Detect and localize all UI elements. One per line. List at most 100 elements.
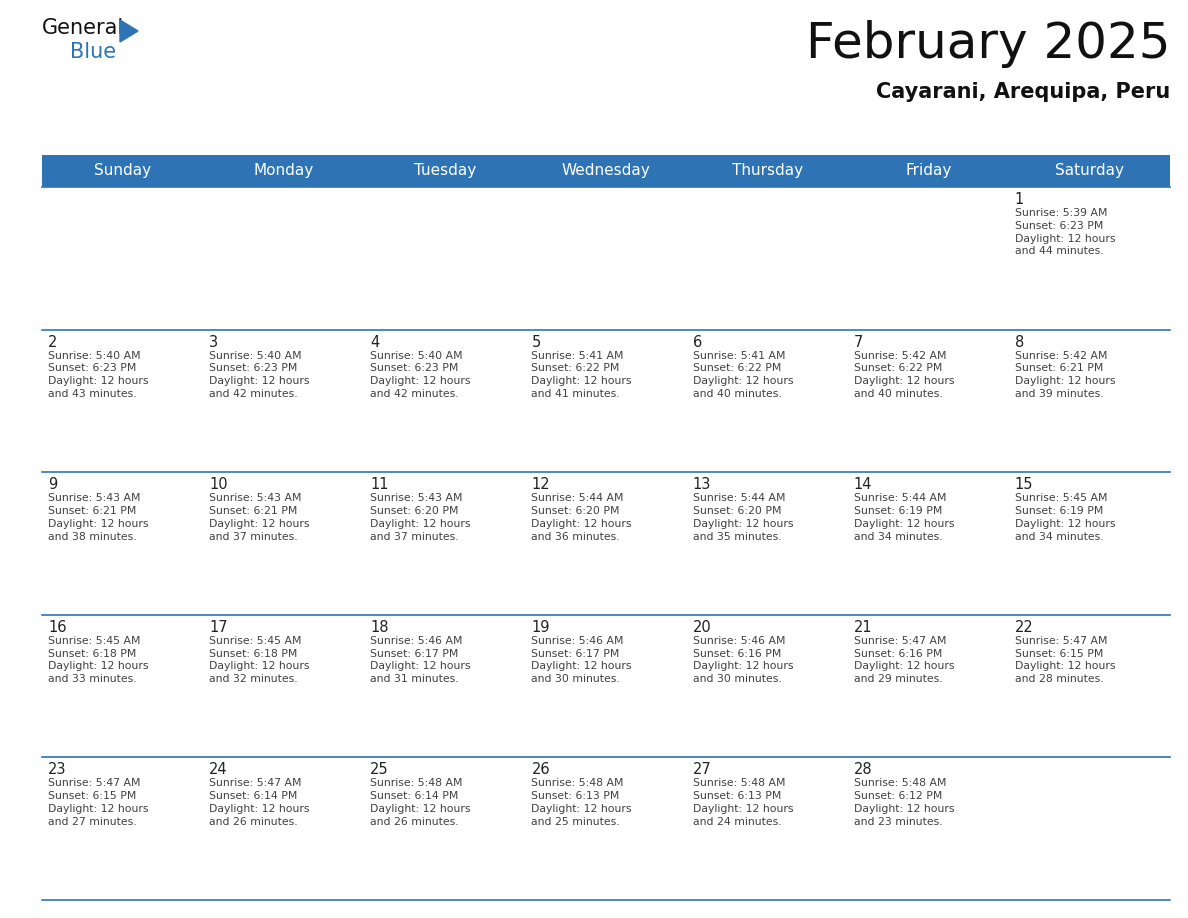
Bar bbox=[525, 615, 687, 757]
Bar bbox=[525, 757, 687, 900]
Text: 25: 25 bbox=[371, 763, 388, 778]
Text: Sunrise: 5:45 AM
Sunset: 6:19 PM
Daylight: 12 hours
and 34 minutes.: Sunrise: 5:45 AM Sunset: 6:19 PM Dayligh… bbox=[1015, 493, 1116, 542]
Text: Sunrise: 5:43 AM
Sunset: 6:21 PM
Daylight: 12 hours
and 38 minutes.: Sunrise: 5:43 AM Sunset: 6:21 PM Dayligh… bbox=[48, 493, 148, 542]
Text: 16: 16 bbox=[48, 620, 67, 635]
Text: Sunrise: 5:46 AM
Sunset: 6:17 PM
Daylight: 12 hours
and 31 minutes.: Sunrise: 5:46 AM Sunset: 6:17 PM Dayligh… bbox=[371, 636, 470, 684]
Text: Sunrise: 5:42 AM
Sunset: 6:21 PM
Daylight: 12 hours
and 39 minutes.: Sunrise: 5:42 AM Sunset: 6:21 PM Dayligh… bbox=[1015, 351, 1116, 399]
Text: Blue: Blue bbox=[70, 42, 116, 62]
Text: Cayarani, Arequipa, Peru: Cayarani, Arequipa, Peru bbox=[876, 82, 1170, 102]
Text: 20: 20 bbox=[693, 620, 712, 635]
Bar bbox=[848, 187, 1009, 330]
Text: 18: 18 bbox=[371, 620, 388, 635]
Bar bbox=[687, 472, 848, 615]
Text: 7: 7 bbox=[854, 334, 864, 350]
Polygon shape bbox=[120, 20, 138, 42]
Text: Sunday: Sunday bbox=[94, 163, 151, 178]
Text: Sunrise: 5:40 AM
Sunset: 6:23 PM
Daylight: 12 hours
and 43 minutes.: Sunrise: 5:40 AM Sunset: 6:23 PM Dayligh… bbox=[48, 351, 148, 399]
Bar bbox=[365, 472, 525, 615]
Bar bbox=[203, 615, 365, 757]
Text: February 2025: February 2025 bbox=[805, 20, 1170, 68]
Text: Sunrise: 5:45 AM
Sunset: 6:18 PM
Daylight: 12 hours
and 32 minutes.: Sunrise: 5:45 AM Sunset: 6:18 PM Dayligh… bbox=[209, 636, 310, 684]
Bar bbox=[687, 187, 848, 330]
Text: Sunrise: 5:46 AM
Sunset: 6:16 PM
Daylight: 12 hours
and 30 minutes.: Sunrise: 5:46 AM Sunset: 6:16 PM Dayligh… bbox=[693, 636, 794, 684]
Text: Sunrise: 5:41 AM
Sunset: 6:22 PM
Daylight: 12 hours
and 41 minutes.: Sunrise: 5:41 AM Sunset: 6:22 PM Dayligh… bbox=[531, 351, 632, 399]
Text: 8: 8 bbox=[1015, 334, 1024, 350]
Text: 22: 22 bbox=[1015, 620, 1034, 635]
Text: 15: 15 bbox=[1015, 477, 1034, 492]
Bar bbox=[42, 330, 203, 472]
Bar bbox=[42, 155, 1170, 187]
Text: Sunrise: 5:43 AM
Sunset: 6:20 PM
Daylight: 12 hours
and 37 minutes.: Sunrise: 5:43 AM Sunset: 6:20 PM Dayligh… bbox=[371, 493, 470, 542]
Text: Thursday: Thursday bbox=[732, 163, 803, 178]
Text: 1: 1 bbox=[1015, 192, 1024, 207]
Text: Sunrise: 5:44 AM
Sunset: 6:20 PM
Daylight: 12 hours
and 35 minutes.: Sunrise: 5:44 AM Sunset: 6:20 PM Dayligh… bbox=[693, 493, 794, 542]
Text: Sunrise: 5:47 AM
Sunset: 6:16 PM
Daylight: 12 hours
and 29 minutes.: Sunrise: 5:47 AM Sunset: 6:16 PM Dayligh… bbox=[854, 636, 954, 684]
Text: 9: 9 bbox=[48, 477, 57, 492]
Text: Sunrise: 5:42 AM
Sunset: 6:22 PM
Daylight: 12 hours
and 40 minutes.: Sunrise: 5:42 AM Sunset: 6:22 PM Dayligh… bbox=[854, 351, 954, 399]
Text: Saturday: Saturday bbox=[1055, 163, 1124, 178]
Bar bbox=[687, 757, 848, 900]
Text: General: General bbox=[42, 18, 125, 38]
Text: Sunrise: 5:48 AM
Sunset: 6:12 PM
Daylight: 12 hours
and 23 minutes.: Sunrise: 5:48 AM Sunset: 6:12 PM Dayligh… bbox=[854, 778, 954, 827]
Text: Sunrise: 5:41 AM
Sunset: 6:22 PM
Daylight: 12 hours
and 40 minutes.: Sunrise: 5:41 AM Sunset: 6:22 PM Dayligh… bbox=[693, 351, 794, 399]
Text: Sunrise: 5:48 AM
Sunset: 6:13 PM
Daylight: 12 hours
and 24 minutes.: Sunrise: 5:48 AM Sunset: 6:13 PM Dayligh… bbox=[693, 778, 794, 827]
Bar bbox=[848, 757, 1009, 900]
Bar bbox=[1009, 330, 1170, 472]
Text: Sunrise: 5:44 AM
Sunset: 6:19 PM
Daylight: 12 hours
and 34 minutes.: Sunrise: 5:44 AM Sunset: 6:19 PM Dayligh… bbox=[854, 493, 954, 542]
Text: 19: 19 bbox=[531, 620, 550, 635]
Bar bbox=[365, 757, 525, 900]
Text: Tuesday: Tuesday bbox=[413, 163, 476, 178]
Text: Sunrise: 5:47 AM
Sunset: 6:15 PM
Daylight: 12 hours
and 28 minutes.: Sunrise: 5:47 AM Sunset: 6:15 PM Dayligh… bbox=[1015, 636, 1116, 684]
Text: 14: 14 bbox=[854, 477, 872, 492]
Text: 4: 4 bbox=[371, 334, 379, 350]
Text: 5: 5 bbox=[531, 334, 541, 350]
Text: 12: 12 bbox=[531, 477, 550, 492]
Text: Sunrise: 5:48 AM
Sunset: 6:13 PM
Daylight: 12 hours
and 25 minutes.: Sunrise: 5:48 AM Sunset: 6:13 PM Dayligh… bbox=[531, 778, 632, 827]
Bar bbox=[42, 757, 203, 900]
Text: 17: 17 bbox=[209, 620, 228, 635]
Text: 3: 3 bbox=[209, 334, 219, 350]
Bar bbox=[365, 330, 525, 472]
Bar bbox=[848, 615, 1009, 757]
Bar bbox=[203, 187, 365, 330]
Bar bbox=[687, 615, 848, 757]
Text: 11: 11 bbox=[371, 477, 388, 492]
Bar bbox=[1009, 472, 1170, 615]
Bar bbox=[848, 472, 1009, 615]
Bar bbox=[203, 472, 365, 615]
Text: 6: 6 bbox=[693, 334, 702, 350]
Text: 24: 24 bbox=[209, 763, 228, 778]
Text: Sunrise: 5:39 AM
Sunset: 6:23 PM
Daylight: 12 hours
and 44 minutes.: Sunrise: 5:39 AM Sunset: 6:23 PM Dayligh… bbox=[1015, 208, 1116, 256]
Text: 26: 26 bbox=[531, 763, 550, 778]
Bar bbox=[525, 472, 687, 615]
Text: Sunrise: 5:45 AM
Sunset: 6:18 PM
Daylight: 12 hours
and 33 minutes.: Sunrise: 5:45 AM Sunset: 6:18 PM Dayligh… bbox=[48, 636, 148, 684]
Bar bbox=[365, 615, 525, 757]
Text: Sunrise: 5:40 AM
Sunset: 6:23 PM
Daylight: 12 hours
and 42 minutes.: Sunrise: 5:40 AM Sunset: 6:23 PM Dayligh… bbox=[209, 351, 310, 399]
Text: 10: 10 bbox=[209, 477, 228, 492]
Text: 23: 23 bbox=[48, 763, 67, 778]
Bar bbox=[1009, 615, 1170, 757]
Text: 27: 27 bbox=[693, 763, 712, 778]
Bar bbox=[42, 472, 203, 615]
Text: Sunrise: 5:47 AM
Sunset: 6:14 PM
Daylight: 12 hours
and 26 minutes.: Sunrise: 5:47 AM Sunset: 6:14 PM Dayligh… bbox=[209, 778, 310, 827]
Text: Sunrise: 5:43 AM
Sunset: 6:21 PM
Daylight: 12 hours
and 37 minutes.: Sunrise: 5:43 AM Sunset: 6:21 PM Dayligh… bbox=[209, 493, 310, 542]
Text: 13: 13 bbox=[693, 477, 710, 492]
Bar bbox=[203, 757, 365, 900]
Bar bbox=[525, 187, 687, 330]
Text: Monday: Monday bbox=[253, 163, 314, 178]
Bar bbox=[365, 187, 525, 330]
Bar bbox=[1009, 757, 1170, 900]
Text: Sunrise: 5:48 AM
Sunset: 6:14 PM
Daylight: 12 hours
and 26 minutes.: Sunrise: 5:48 AM Sunset: 6:14 PM Dayligh… bbox=[371, 778, 470, 827]
Bar bbox=[687, 330, 848, 472]
Text: 28: 28 bbox=[854, 763, 872, 778]
Bar bbox=[525, 330, 687, 472]
Text: 21: 21 bbox=[854, 620, 872, 635]
Text: Sunrise: 5:40 AM
Sunset: 6:23 PM
Daylight: 12 hours
and 42 minutes.: Sunrise: 5:40 AM Sunset: 6:23 PM Dayligh… bbox=[371, 351, 470, 399]
Bar bbox=[848, 330, 1009, 472]
Text: 2: 2 bbox=[48, 334, 57, 350]
Bar bbox=[1009, 187, 1170, 330]
Text: Friday: Friday bbox=[905, 163, 952, 178]
Text: Sunrise: 5:44 AM
Sunset: 6:20 PM
Daylight: 12 hours
and 36 minutes.: Sunrise: 5:44 AM Sunset: 6:20 PM Dayligh… bbox=[531, 493, 632, 542]
Text: Wednesday: Wednesday bbox=[562, 163, 650, 178]
Bar bbox=[203, 330, 365, 472]
